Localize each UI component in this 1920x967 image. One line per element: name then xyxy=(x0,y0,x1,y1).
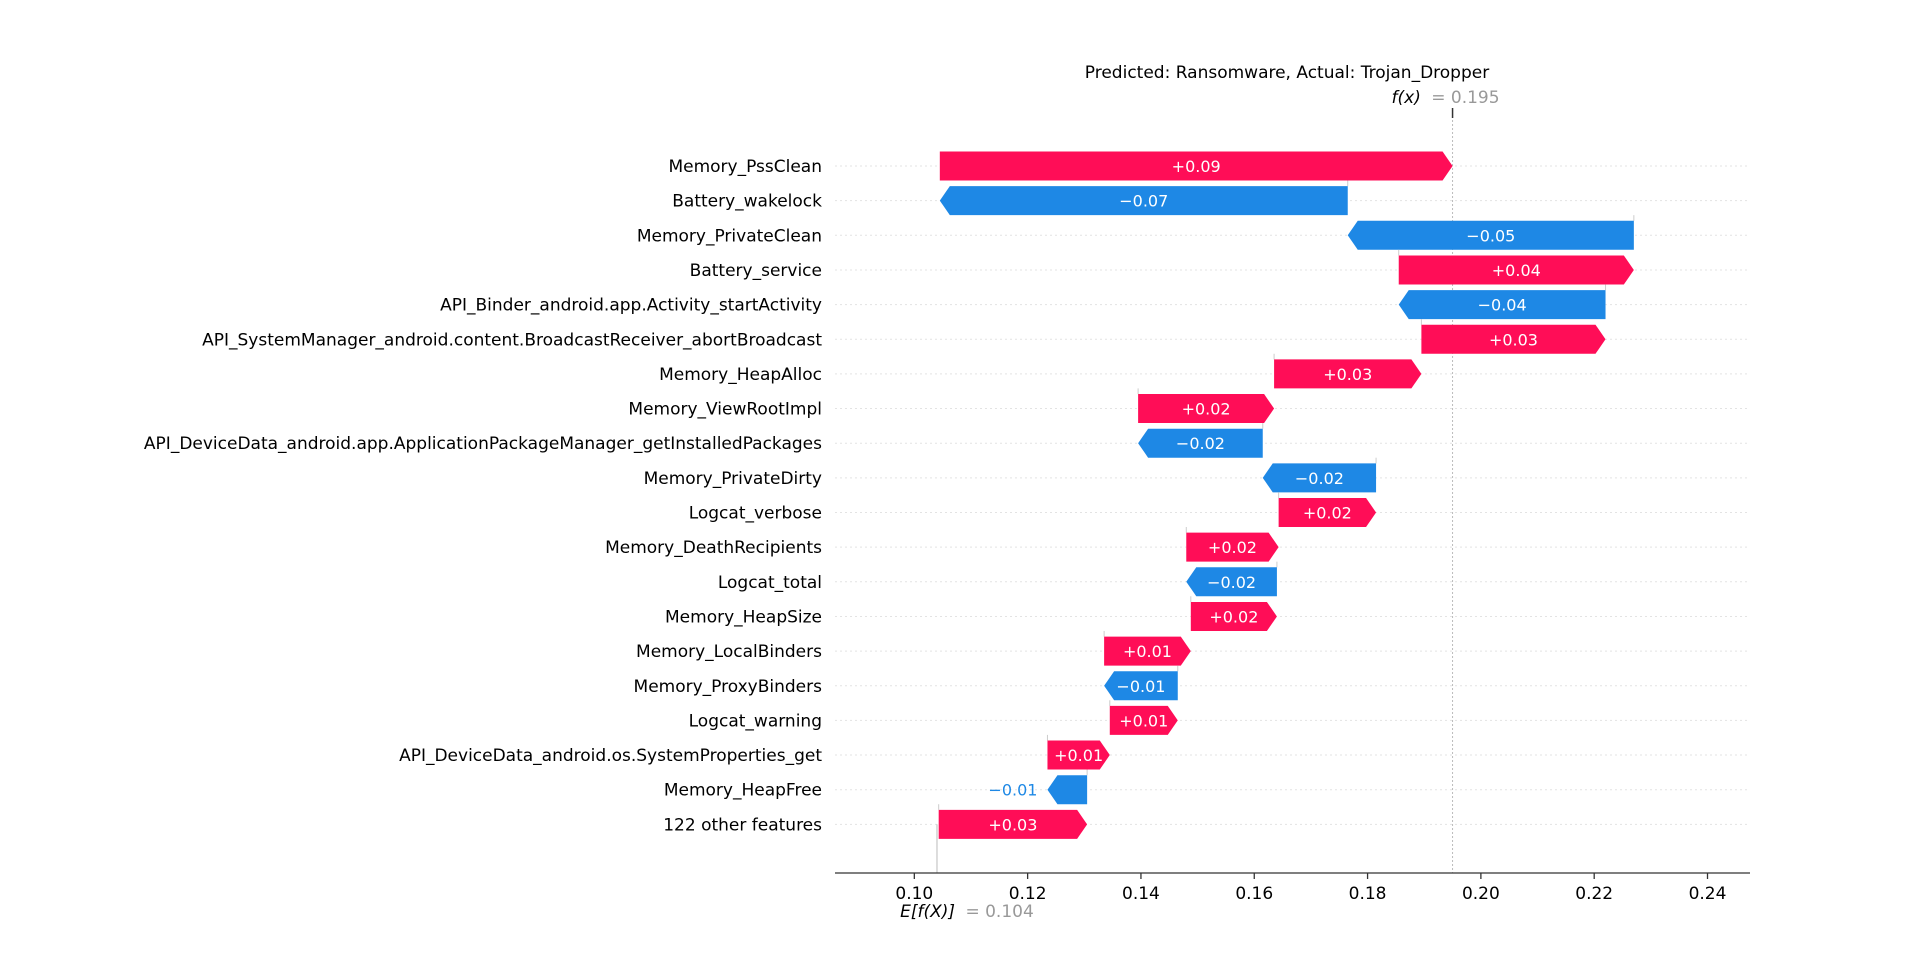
bar-value-label: +0.02 xyxy=(1208,538,1257,557)
feature-bar xyxy=(1190,601,1277,631)
x-tick-label: 0.24 xyxy=(1689,884,1727,904)
bar-value-label: −0.01 xyxy=(988,781,1037,800)
bar-value-label: +0.04 xyxy=(1492,261,1541,280)
fx-value: = 0.195 xyxy=(1431,88,1499,108)
feature-name-label: API_Binder_android.app.Activity_startAct… xyxy=(440,296,822,316)
bar-value-label: +0.02 xyxy=(1303,504,1352,523)
bar-value-label: −0.02 xyxy=(1176,434,1225,453)
feature-name-label: Logcat_total xyxy=(718,573,822,593)
feature-name-label: Memory_ViewRootImpl xyxy=(628,400,822,420)
feature-name-label: Logcat_verbose xyxy=(689,504,822,524)
fx-prefix: f(x) xyxy=(1392,88,1421,108)
feature-name-label: Battery_service xyxy=(690,261,822,281)
feature-bar xyxy=(1274,359,1422,389)
bar-value-label: +0.03 xyxy=(988,815,1037,834)
bar-value-label: +0.01 xyxy=(1054,746,1103,765)
feature-name-label: Memory_HeapFree xyxy=(664,781,822,801)
feature-name-label: Memory_HeapAlloc xyxy=(659,365,822,385)
feature-bar xyxy=(1186,567,1277,597)
feature-name-label: API_SystemManager_android.content.Broadc… xyxy=(202,330,822,350)
bar-value-label: −0.05 xyxy=(1466,226,1515,245)
feature-bar xyxy=(1104,671,1178,701)
feature-name-label: Memory_LocalBinders xyxy=(636,642,822,662)
chart-title: Predicted: Ransomware, Actual: Trojan_Dr… xyxy=(1085,63,1489,83)
x-tick-label: 0.10 xyxy=(895,884,933,904)
feature-name-label: Logcat_warning xyxy=(689,711,822,731)
feature-name-label: Battery_wakelock xyxy=(672,192,822,212)
bar-value-label: +0.02 xyxy=(1182,400,1231,419)
feature-bar xyxy=(1262,463,1377,493)
x-tick-label: 0.12 xyxy=(1009,884,1047,904)
x-tick-label: 0.14 xyxy=(1122,884,1160,904)
expected-value-annotation: E[f(X)] = 0.104 xyxy=(900,902,1034,922)
feature-bar xyxy=(1347,220,1634,250)
feature-bars: +0.09−0.07 −0.05 +0.04 −0.04 +0.03 +0.03 +0.02… xyxy=(938,151,1635,839)
bar-value-label: −0.02 xyxy=(1295,469,1344,488)
x-tick-label: 0.16 xyxy=(1235,884,1273,904)
bar-value-label: +0.01 xyxy=(1119,711,1168,730)
feature-bar xyxy=(938,809,1088,839)
feature-name-label: Memory_HeapSize xyxy=(665,607,822,627)
feature-name-label: API_DeviceData_android.os.SystemProperti… xyxy=(399,746,822,766)
bar-value-label: +0.03 xyxy=(1489,330,1538,349)
x-tick-label: 0.18 xyxy=(1349,884,1387,904)
feature-bar xyxy=(1047,775,1088,805)
x-tick-label: 0.20 xyxy=(1462,884,1500,904)
feature-name-label: Memory_ProxyBinders xyxy=(634,677,823,697)
expected-value-prefix: E[f(X)] xyxy=(900,902,955,922)
fx-annotation: f(x) = 0.195 xyxy=(1392,88,1500,108)
feature-bar xyxy=(1109,705,1178,735)
feature-bar xyxy=(1138,428,1263,458)
feature-bar xyxy=(1138,394,1275,424)
feature-labels: Memory_PssClean Battery_wakelock Memory_Pr… xyxy=(144,157,822,835)
feature-bar xyxy=(1278,498,1377,527)
feature-bar xyxy=(1398,255,1634,285)
bar-value-label: +0.02 xyxy=(1209,607,1258,626)
bar-value-label: +0.09 xyxy=(1172,157,1221,176)
feature-bar xyxy=(939,151,1453,181)
bar-value-label: +0.01 xyxy=(1123,642,1172,661)
feature-name-label: Memory_PssClean xyxy=(668,157,822,177)
bar-value-label: −0.01 xyxy=(1116,677,1165,696)
x-axis: 0.10 0.12 0.14 0.16 0.18 0.20 0.22 0.24 xyxy=(835,872,1750,904)
bar-value-label: −0.04 xyxy=(1478,296,1527,315)
feature-bar xyxy=(1398,290,1606,320)
feature-name-label: 122 other features xyxy=(663,815,822,835)
feature-bar xyxy=(939,186,1348,216)
feature-bar xyxy=(1104,636,1191,666)
feature-name-label: API_DeviceData_android.app.ApplicationPa… xyxy=(144,434,822,454)
feature-name-label: Memory_DeathRecipients xyxy=(605,538,822,558)
bar-value-label: −0.07 xyxy=(1119,192,1168,211)
feature-name-label: Memory_PrivateClean xyxy=(637,226,822,246)
feature-bar xyxy=(1421,324,1606,354)
feature-name-label: Memory_PrivateDirty xyxy=(644,469,822,489)
x-tick-label: 0.22 xyxy=(1575,884,1613,904)
bar-value-label: −0.02 xyxy=(1207,573,1256,592)
feature-bar xyxy=(1186,532,1279,562)
bar-value-label: +0.03 xyxy=(1323,365,1372,384)
expected-value: = 0.104 xyxy=(965,902,1033,922)
feature-bar xyxy=(1047,740,1110,770)
